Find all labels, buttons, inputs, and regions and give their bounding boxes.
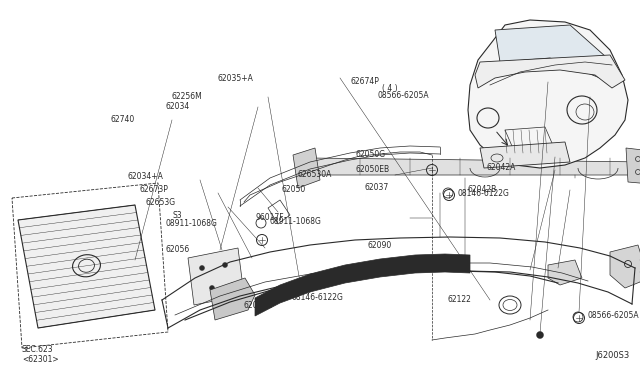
Text: S3: S3	[173, 211, 182, 220]
Text: 62090: 62090	[368, 241, 392, 250]
Polygon shape	[210, 278, 255, 320]
Text: 62050E: 62050E	[243, 301, 272, 310]
Text: 62673P: 62673P	[140, 185, 168, 194]
Text: 08146-6122G: 08146-6122G	[457, 189, 509, 198]
Text: ( 6 ): ( 6 )	[296, 285, 311, 294]
Polygon shape	[548, 260, 582, 285]
Text: 96017F: 96017F	[256, 213, 285, 222]
Text: 08566-6205A: 08566-6205A	[378, 92, 429, 100]
Polygon shape	[255, 254, 470, 316]
Text: 08146-6122G: 08146-6122G	[291, 293, 343, 302]
Polygon shape	[480, 142, 570, 168]
Text: 62740: 62740	[110, 115, 134, 124]
Text: 62034: 62034	[165, 102, 189, 110]
Text: 08911-1068G: 08911-1068G	[165, 219, 217, 228]
Circle shape	[223, 263, 227, 267]
Text: 62042B: 62042B	[467, 185, 497, 194]
Polygon shape	[610, 245, 640, 288]
Text: 62034+A: 62034+A	[128, 172, 164, 181]
Circle shape	[230, 282, 236, 288]
Polygon shape	[475, 55, 625, 88]
Text: J6200S3: J6200S3	[596, 351, 630, 360]
Polygon shape	[468, 20, 628, 168]
Circle shape	[536, 331, 543, 339]
Text: 62674P: 62674P	[351, 77, 380, 86]
Text: 62122: 62122	[448, 295, 472, 304]
Text: 62050EB: 62050EB	[355, 165, 389, 174]
Circle shape	[209, 285, 214, 291]
Polygon shape	[18, 205, 155, 328]
Text: 626530A: 626530A	[298, 170, 332, 179]
Circle shape	[200, 266, 205, 270]
Polygon shape	[626, 148, 640, 185]
Text: 08566-6205A: 08566-6205A	[587, 311, 639, 321]
Polygon shape	[310, 158, 640, 175]
Text: SEC.623
<62301>: SEC.623 <62301>	[22, 345, 59, 365]
Text: ( 4 ): ( 4 )	[382, 84, 397, 93]
Text: 62653G: 62653G	[146, 198, 176, 207]
Text: 62050G: 62050G	[355, 150, 385, 159]
Text: 62035+A: 62035+A	[218, 74, 253, 83]
Text: 62042A: 62042A	[486, 163, 516, 172]
Text: 62056: 62056	[165, 245, 189, 254]
Text: 62050: 62050	[282, 185, 306, 194]
Text: 08911-1068G: 08911-1068G	[270, 218, 322, 227]
Text: 62037: 62037	[365, 183, 389, 192]
Polygon shape	[495, 25, 615, 80]
Polygon shape	[293, 148, 320, 188]
Text: 62256M: 62256M	[172, 92, 202, 101]
Polygon shape	[188, 248, 244, 305]
